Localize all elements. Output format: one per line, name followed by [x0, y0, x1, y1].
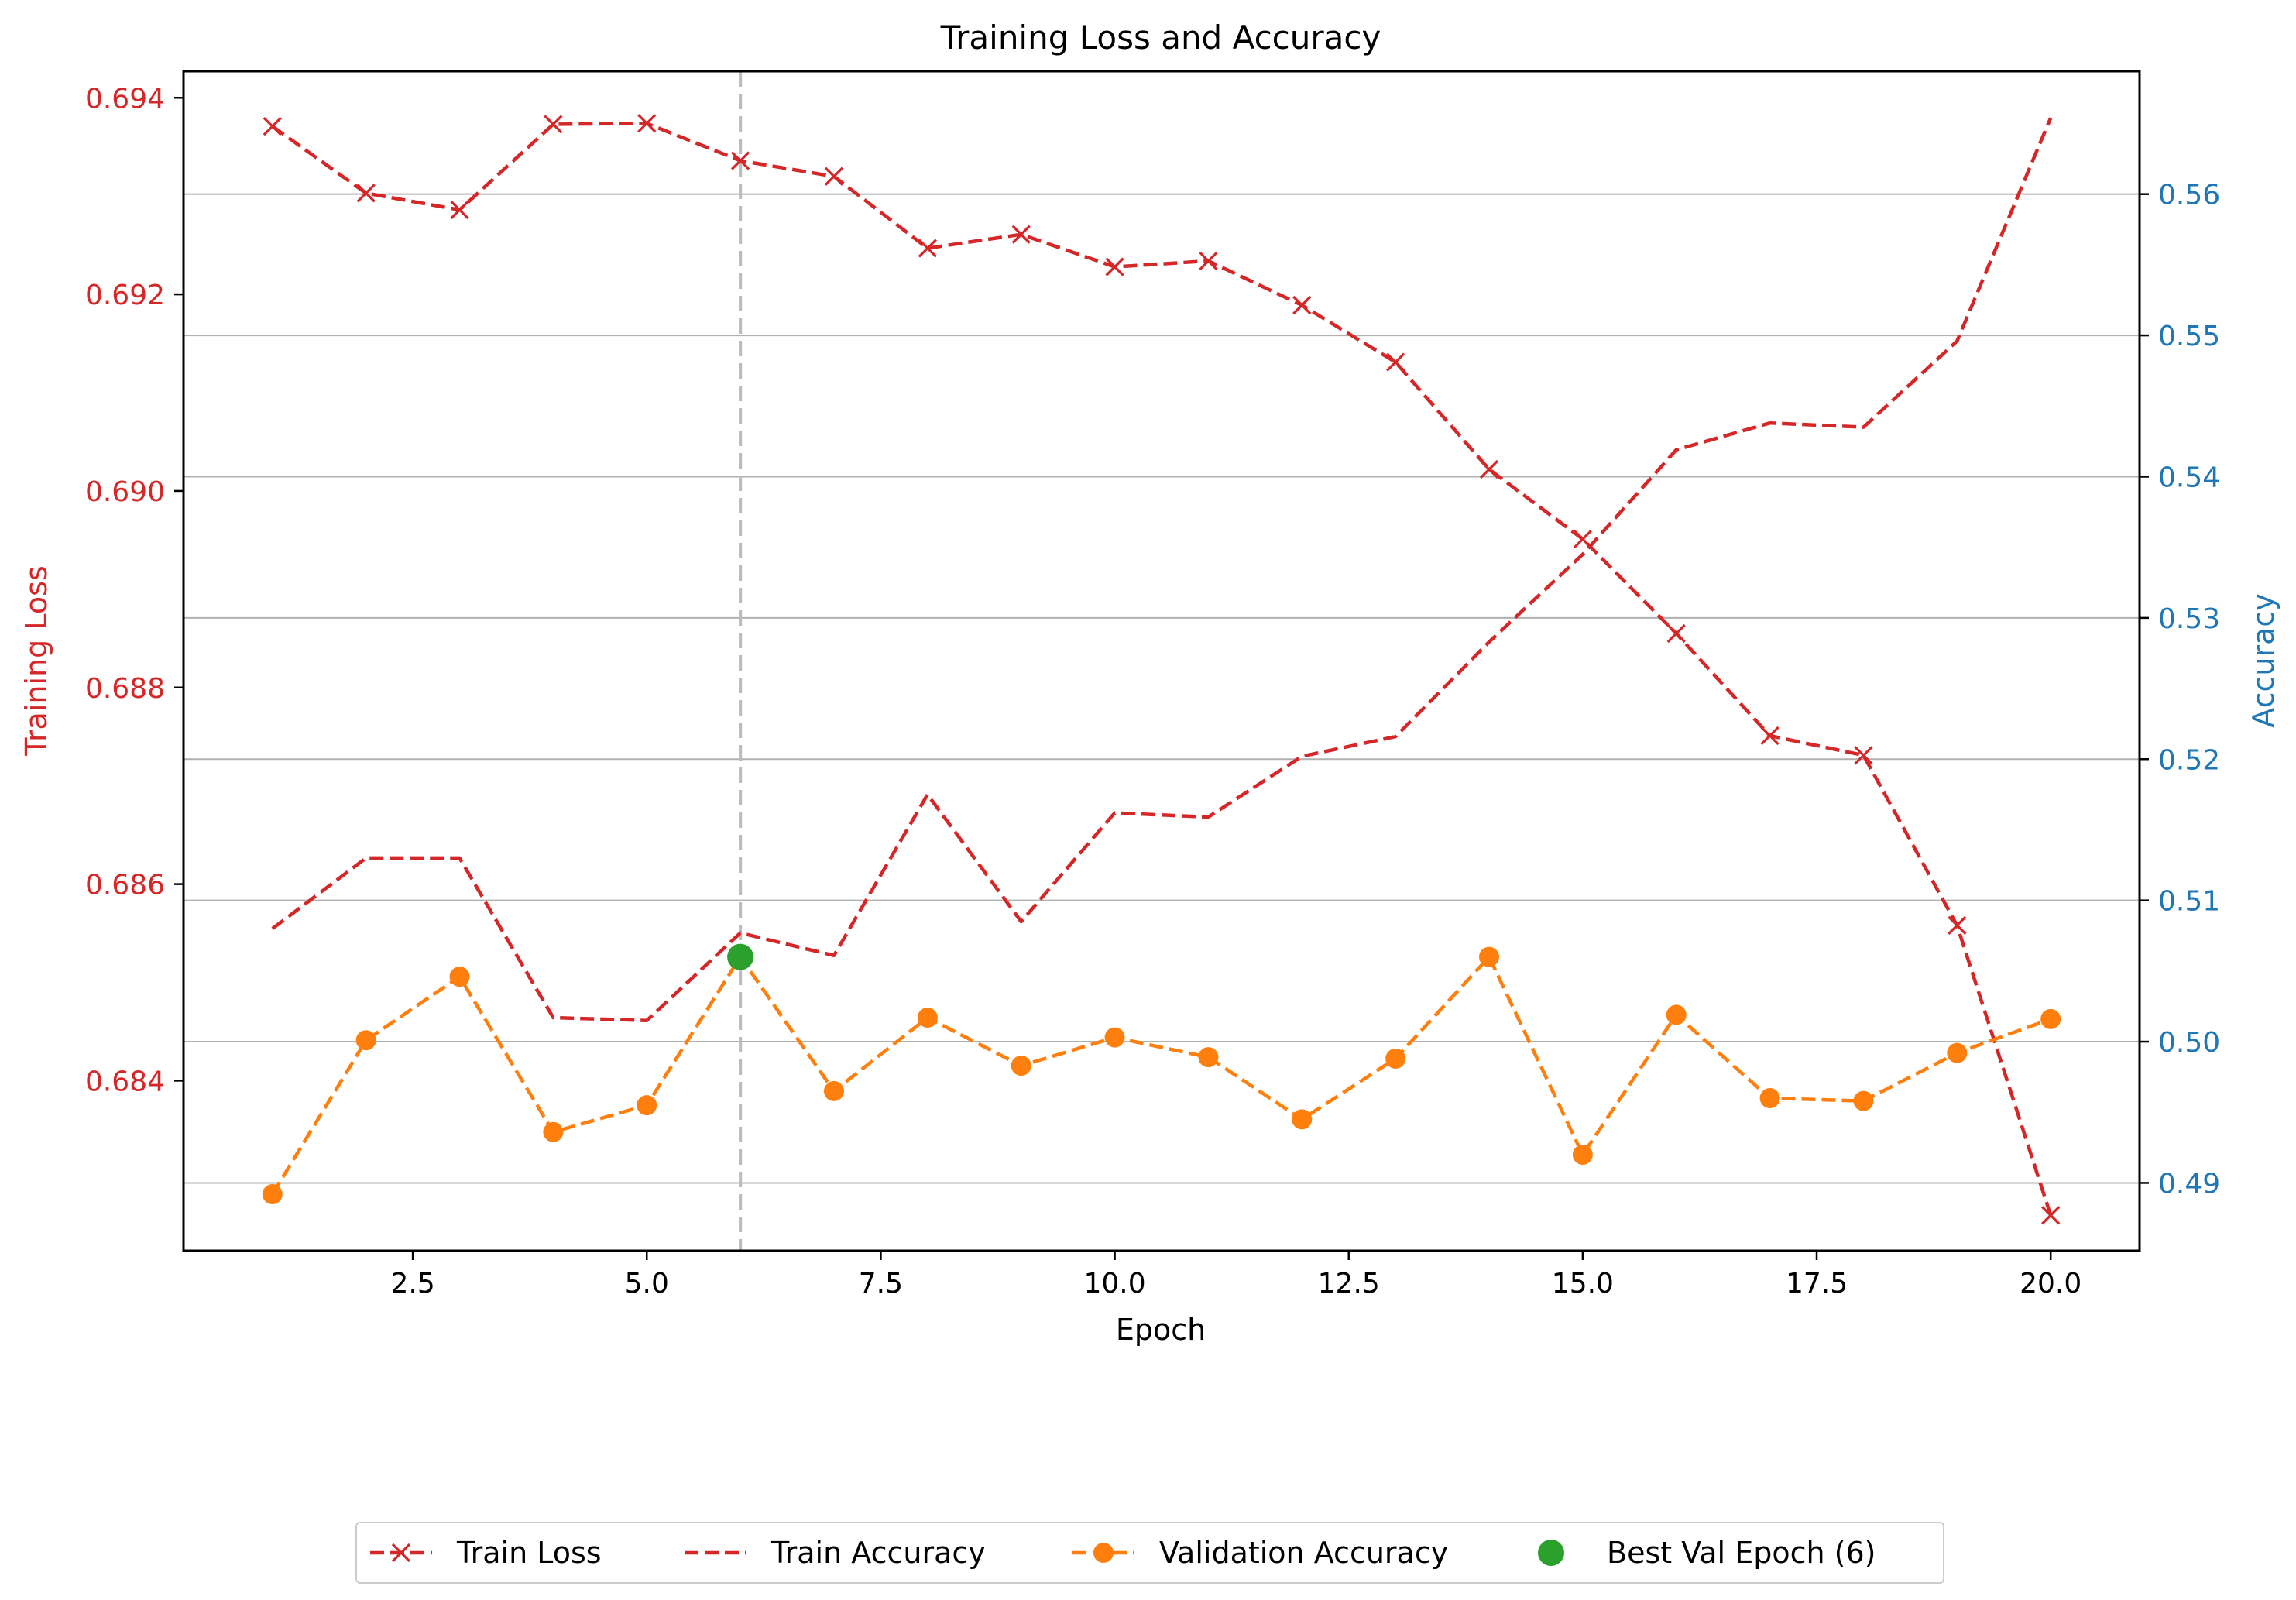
y-right-tick-label: 0.54 [2158, 462, 2220, 493]
validation-accuracy-point [1666, 1004, 1687, 1025]
y-axis-right: 0.49 0.50 0.51 0.52 0.53 0.54 0.55 0.56 [2140, 180, 2220, 1200]
best-epoch-point [727, 943, 754, 970]
train-loss-point [450, 200, 469, 220]
validation-accuracy-point [1853, 1090, 1874, 1111]
x-tick-label: 2.5 [390, 1268, 434, 1300]
train-loss-point [1666, 623, 1686, 644]
legend-label: Best Val Epoch (6) [1607, 1536, 1876, 1570]
y-left-tick-label: 0.690 [85, 476, 165, 508]
legend-marker-best-val-epoch-6 [1538, 1540, 1564, 1566]
train-loss-point [1292, 295, 1312, 315]
y-right-tick-label: 0.53 [2158, 603, 2220, 635]
y-left-tick-label: 0.688 [85, 673, 165, 705]
train-loss-point [637, 114, 657, 133]
legend-box [355, 1522, 1944, 1584]
validation-accuracy-point [449, 967, 470, 987]
train-loss-point [730, 151, 750, 170]
y-left-tick-label: 0.684 [85, 1066, 165, 1097]
validation-accuracy-point [1572, 1144, 1593, 1165]
x-tick-label: 17.5 [1786, 1268, 1848, 1300]
x-tick-label: 10.0 [1083, 1268, 1145, 1300]
train-loss-point [1854, 746, 1873, 765]
y-axis-right-label: Accuracy [2246, 593, 2281, 728]
plot-frame [182, 70, 2141, 1252]
validation-accuracy-line [270, 955, 2051, 1196]
train-loss-point [2041, 1206, 2061, 1225]
validation-accuracy-point [2040, 1008, 2061, 1029]
validation-accuracy-point [823, 1080, 844, 1101]
y-right-tick-label: 0.51 [2158, 886, 2220, 918]
x-tick-label: 5.0 [625, 1268, 669, 1300]
y-right-tick-label: 0.56 [2158, 180, 2220, 211]
legend-label: Validation Accuracy [1159, 1536, 1448, 1570]
y-right-tick-label: 0.49 [2158, 1168, 2220, 1200]
y-axis-left: 0.684 0.686 0.688 0.690 0.692 0.694 [85, 83, 184, 1097]
train-loss-point [1011, 225, 1031, 244]
y-left-tick-label: 0.686 [85, 870, 165, 901]
train-loss-point [1386, 352, 1405, 372]
train-loss-point [356, 184, 376, 203]
train-loss-point [544, 115, 563, 134]
x-tick-label: 20.0 [2020, 1268, 2082, 1300]
best-epoch-layer [727, 943, 754, 970]
x-tick-label: 12.5 [1318, 1268, 1380, 1300]
validation-accuracy-point [262, 1184, 283, 1205]
y-axis-left-label: Training Loss [19, 565, 53, 756]
train-loss-point [1948, 915, 1967, 936]
legend-marker-train-loss [391, 1543, 411, 1563]
x-tick-label: 15.0 [1552, 1268, 1614, 1300]
grid [184, 193, 2140, 1184]
validation-accuracy-point [1198, 1047, 1219, 1068]
series [262, 114, 2061, 1225]
y-right-tick-label: 0.50 [2158, 1027, 2220, 1059]
train-loss-point [1479, 459, 1499, 479]
legend-label: Train Accuracy [770, 1536, 986, 1570]
train-loss-point [918, 239, 937, 258]
x-tick-label: 7.5 [859, 1268, 903, 1300]
validation-accuracy-point [1385, 1048, 1406, 1069]
legend-marker-validation-accuracy [1093, 1543, 1114, 1563]
validation-accuracy-point [1292, 1109, 1313, 1130]
y-left-tick-label: 0.694 [85, 83, 165, 115]
train-loss-point [263, 116, 282, 136]
y-left-tick-label: 0.692 [85, 280, 165, 311]
train-accuracy-line [271, 117, 2053, 1022]
y-right-tick-label: 0.55 [2158, 321, 2220, 352]
validation-accuracy-point [1947, 1042, 1968, 1063]
train-loss-point [1105, 257, 1124, 276]
legend: Train Loss Train Accuracy Validation Accur… [355, 1522, 1944, 1584]
train-loss-line [271, 122, 2053, 1216]
train-loss-point [1760, 726, 1779, 746]
chart-title: Training Loss and Accuracy [940, 19, 1381, 57]
validation-accuracy-point [1479, 946, 1500, 967]
validation-accuracy-point [917, 1008, 938, 1028]
validation-accuracy-point [1759, 1088, 1780, 1109]
validation-accuracy-point [1104, 1027, 1125, 1048]
validation-accuracy-point [355, 1030, 376, 1051]
train-loss-point [1199, 251, 1218, 271]
train-loss-point [1573, 529, 1593, 549]
y-right-tick-label: 0.52 [2158, 744, 2220, 776]
validation-accuracy-point [637, 1095, 657, 1116]
train-loss-point [824, 167, 844, 186]
validation-accuracy-point [1011, 1056, 1031, 1076]
legend-label: Train Loss [456, 1536, 602, 1570]
validation-accuracy-point [543, 1121, 564, 1142]
x-axis: 2.5 5.0 7.5 10.0 12.5 15.0 17.5 20.0 [390, 1251, 2082, 1300]
x-axis-label: Epoch [1116, 1313, 1206, 1347]
